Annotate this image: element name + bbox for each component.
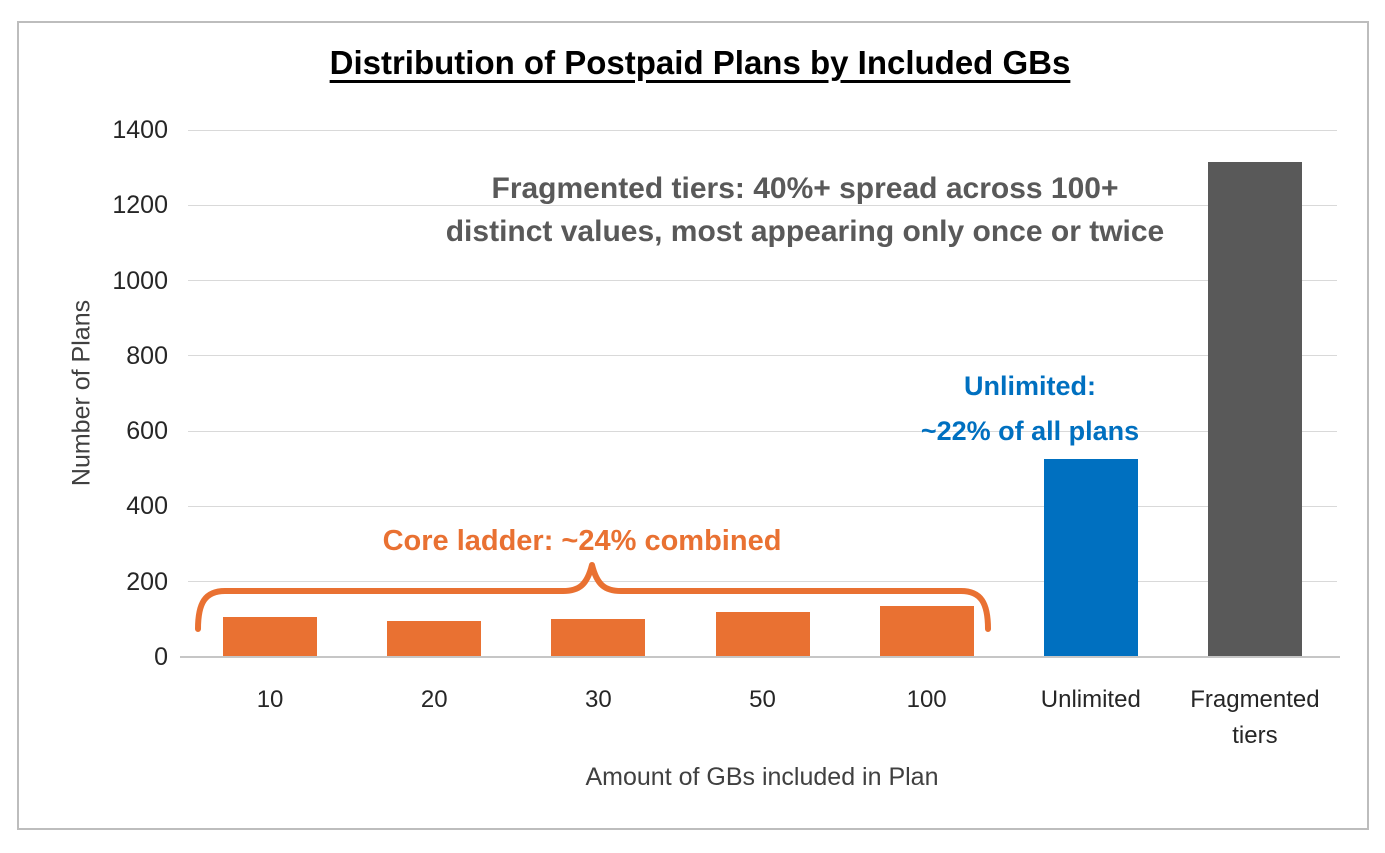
y-tick-label-800: 800 <box>126 341 168 370</box>
gridline-200 <box>188 581 1337 583</box>
x-tick-label-100: 100 <box>906 686 947 713</box>
bar-20 <box>387 621 482 657</box>
core-ladder-brace <box>195 562 991 632</box>
y-tick-label-1200: 1200 <box>112 191 168 220</box>
gridline-1400 <box>188 129 1337 131</box>
bar-30 <box>551 619 646 657</box>
gridline-800 <box>188 355 1337 357</box>
core-ladder-annotation: Core ladder: ~24% combined <box>382 525 782 557</box>
y-tick-label-200: 200 <box>126 567 168 596</box>
y-tick-label-1000: 1000 <box>112 266 168 295</box>
fragmented-tiers-annotation-line2: distinct values, most appearing only onc… <box>445 215 1165 248</box>
x-tick-label-10: 10 <box>256 686 284 713</box>
gridline-400 <box>188 505 1337 507</box>
bar-10 <box>223 617 318 657</box>
gridline-1000 <box>188 280 1337 282</box>
gridline-1200 <box>188 204 1337 206</box>
y-axis-title: Number of Plans <box>67 299 96 487</box>
chart-title: Distribution of Postpaid Plans by Includ… <box>329 44 1071 81</box>
unlimited-annotation: Unlimited: ~22% of all plans <box>860 364 1200 454</box>
x-tick-label-30: 30 <box>584 686 612 713</box>
x-tick-label-20: 20 <box>420 686 448 713</box>
y-tick-label-1400: 1400 <box>112 116 168 144</box>
y-tick-label-400: 400 <box>126 492 168 521</box>
gridline-600 <box>188 430 1337 432</box>
bar-fragmented-tiers <box>1207 161 1302 657</box>
unlimited-annotation-line1: Unlimited: <box>964 371 1096 401</box>
bar-50 <box>715 611 810 657</box>
fragmented-tiers-annotation: Fragmented tiers: 40%+ spread across 100… <box>390 167 1220 253</box>
y-tick-label-0: 0 <box>154 643 168 671</box>
x-axis-line <box>180 656 1340 658</box>
x-tick-label-fragmented-tiers: Fragmented tiers <box>1190 686 1320 749</box>
chart-outer-border <box>17 21 1369 830</box>
x-tick-label-50: 50 <box>749 686 776 713</box>
unlimited-annotation-line2: ~22% of all plans <box>920 416 1140 446</box>
bar-100 <box>879 606 974 657</box>
x-axis-title: Amount of GBs included in Plan <box>585 763 939 791</box>
y-tick-label-600: 600 <box>126 417 168 446</box>
bar-unlimited <box>1043 459 1138 657</box>
fragmented-tiers-annotation-line1: Fragmented tiers: 40%+ spread across 100… <box>491 172 1119 205</box>
x-tick-label-unlimited: Unlimited <box>1040 686 1141 713</box>
